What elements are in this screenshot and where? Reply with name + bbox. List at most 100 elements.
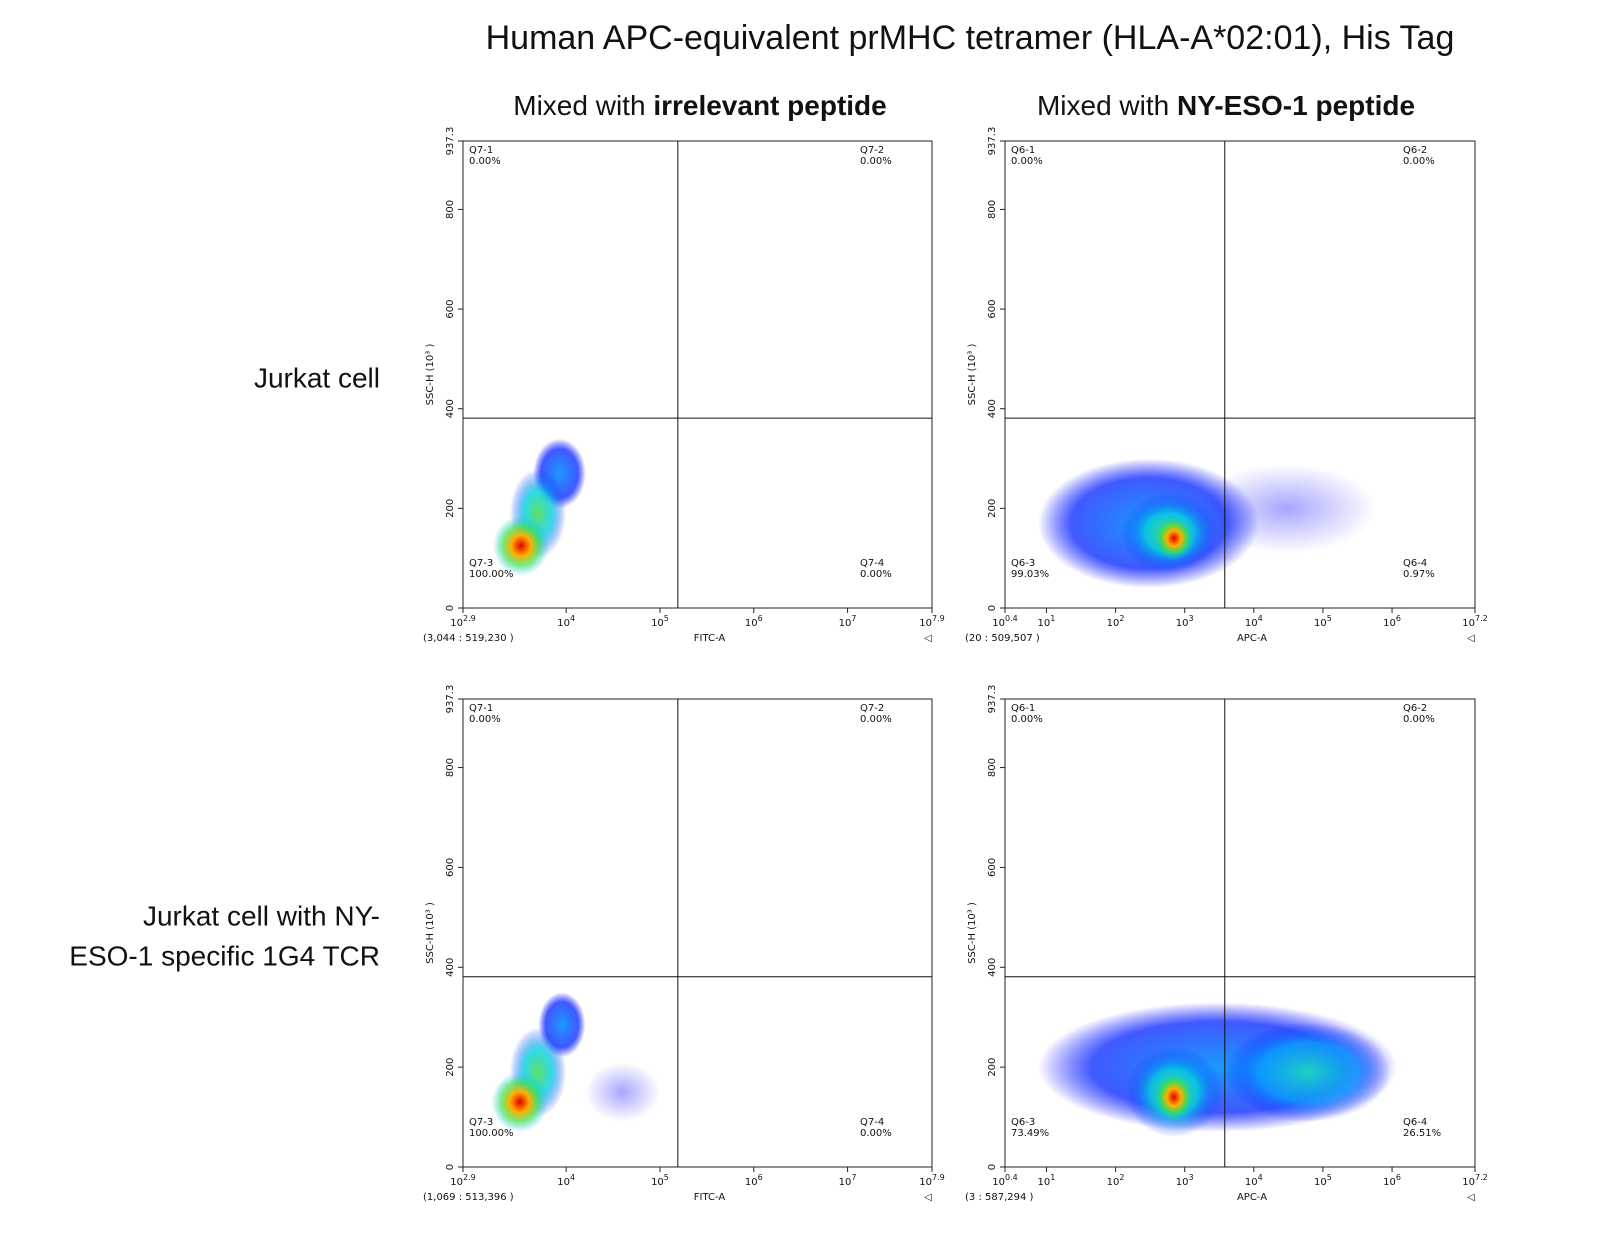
x-tick-label: 103	[1176, 614, 1194, 629]
y-tick-label: 800	[445, 200, 456, 219]
density-cluster	[491, 1072, 548, 1133]
y-tick-label: 600	[445, 300, 456, 319]
y-tick-label: 0	[987, 605, 998, 611]
y-tick-label: 937.3	[987, 127, 998, 156]
quadrant-name: Q6-2	[1403, 703, 1427, 714]
y-tick-label: 800	[445, 758, 456, 777]
quadrant-percent: 0.00%	[860, 714, 892, 725]
x-tick-label: 107.2	[1462, 614, 1487, 629]
quadrant-percent: 0.00%	[860, 1128, 892, 1139]
plot: 0 200 400 600 800 937.3 SSC-H (10³ ) 100.4 101 10…	[965, 127, 1488, 644]
quadrant-percent: 0.00%	[860, 156, 892, 167]
x-tick-label: 100.4	[992, 614, 1017, 629]
density-layer	[1037, 458, 1377, 589]
x-tick-label: 100.4	[992, 1173, 1017, 1188]
x-tick-label: 105	[1314, 614, 1332, 629]
y-tick-label: 800	[987, 200, 998, 219]
column-title: Mixed with irrelevant peptide	[513, 90, 886, 121]
x-tick-label: 105	[1314, 1173, 1332, 1188]
y-tick-label: 400	[445, 399, 456, 418]
corner-mark: ◁	[924, 1192, 932, 1203]
plot-frame	[1004, 140, 1476, 609]
y-tick-label: 600	[987, 300, 998, 319]
quadrant-name: Q6-3	[1011, 558, 1035, 569]
column-title-prefix: Mixed with	[513, 90, 645, 121]
plot: 0 200 400 600 800 937.3 SSC-H (10³ ) 102.9 104 10…	[423, 685, 945, 1203]
x-axis-label: FITC-A	[694, 1192, 726, 1203]
row-label: Jurkat cell with NY-	[143, 900, 380, 931]
density-cluster	[1153, 1072, 1195, 1123]
y-tick-label: 200	[445, 1058, 456, 1077]
x-tick-label: 102.9	[450, 1173, 475, 1188]
plot-frame	[462, 140, 933, 609]
x-tick-label: 107	[839, 1173, 857, 1188]
row-label: ESO-1 specific 1G4 TCR	[69, 940, 380, 971]
event-status: (20 : 509,507 )	[965, 633, 1040, 644]
plot-frame	[1004, 698, 1476, 1168]
density-cluster	[1153, 515, 1195, 561]
quadrant-name: Q7-3	[469, 1117, 493, 1128]
event-status: (1,069 : 513,396 )	[423, 1192, 514, 1203]
density-cluster	[1224, 1022, 1391, 1123]
quadrant-name: Q7-2	[860, 703, 884, 714]
density-layer	[1037, 1002, 1398, 1138]
corner-mark: ◁	[1467, 633, 1475, 644]
y-axis-label: SSC-H (10³ )	[967, 344, 978, 406]
x-tick-label: 103	[1176, 1173, 1194, 1188]
y-tick-label: 200	[987, 499, 998, 518]
x-tick-label: 105	[651, 614, 669, 629]
x-axis-label: APC-A	[1237, 1192, 1267, 1203]
x-tick-label: 106	[745, 614, 763, 629]
corner-mark: ◁	[1467, 1192, 1475, 1203]
y-axis-label: SSC-H (10³ )	[967, 902, 978, 964]
x-tick-label: 104	[557, 614, 575, 629]
y-tick-label: 0	[445, 1164, 456, 1170]
figure-title: Human APC-equivalent prMHC tetramer (HLA…	[486, 19, 1455, 57]
y-tick-label: 400	[987, 958, 998, 977]
x-tick-label: 102	[1107, 1173, 1125, 1188]
quadrant-name: Q7-2	[860, 145, 884, 156]
quadrant-name: Q7-4	[860, 1117, 884, 1128]
quadrant-name: Q6-3	[1011, 1117, 1035, 1128]
y-tick-label: 200	[445, 499, 456, 518]
quadrant-percent: 0.00%	[469, 714, 501, 725]
y-tick-label: 937.3	[445, 127, 456, 156]
y-tick-label: 0	[445, 605, 456, 611]
quadrant-percent: 0.00%	[1011, 714, 1043, 725]
x-axis-label: APC-A	[1237, 633, 1267, 644]
column-title: Mixed with NY-ESO-1 peptide	[1037, 90, 1415, 121]
x-tick-label: 102	[1107, 614, 1125, 629]
y-tick-label: 400	[987, 399, 998, 418]
y-tick-label: 400	[445, 958, 456, 977]
x-tick-label: 107	[839, 614, 857, 629]
quadrant-percent: 100.00%	[469, 569, 514, 580]
y-tick-label: 600	[987, 858, 998, 877]
plot: 0 200 400 600 800 937.3 SSC-H (10³ ) 100.4 101 10…	[965, 685, 1488, 1203]
x-tick-label: 106	[1383, 614, 1401, 629]
x-tick-label: 107.9	[919, 614, 944, 629]
plot-frame	[462, 698, 933, 1168]
quadrant-percent: 99.03%	[1011, 569, 1049, 580]
quadrant-percent: 0.00%	[469, 156, 501, 167]
y-tick-label: 0	[987, 1164, 998, 1170]
quadrant-percent: 0.00%	[860, 569, 892, 580]
y-tick-label: 937.3	[445, 685, 456, 714]
density-cluster	[585, 1062, 661, 1123]
x-tick-label: 107.2	[1462, 1173, 1487, 1188]
y-tick-label: 937.3	[987, 685, 998, 714]
density-layer	[492, 438, 586, 576]
x-tick-label: 104	[557, 1173, 575, 1188]
y-tick-label: 800	[987, 758, 998, 777]
quadrant-percent: 73.49%	[1011, 1128, 1049, 1139]
x-tick-label: 106	[1383, 1173, 1401, 1188]
quadrant-name: Q7-4	[860, 558, 884, 569]
quadrant-name: Q7-1	[469, 703, 493, 714]
corner-mark: ◁	[924, 633, 932, 644]
y-tick-label: 200	[987, 1058, 998, 1077]
row-label: Jurkat cell	[254, 362, 380, 393]
quadrant-name: Q6-1	[1011, 703, 1035, 714]
quadrant-name: Q7-3	[469, 558, 493, 569]
quadrant-name: Q6-4	[1403, 558, 1427, 569]
